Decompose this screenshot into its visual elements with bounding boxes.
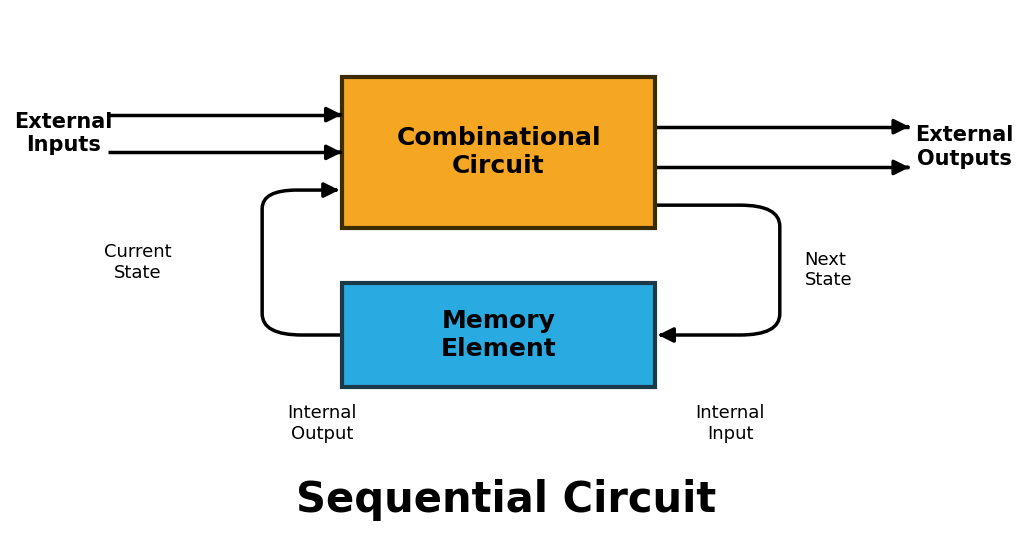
Text: Current
State: Current State	[103, 243, 172, 282]
FancyBboxPatch shape	[342, 284, 655, 387]
Text: External
Outputs: External Outputs	[914, 126, 1013, 169]
Text: External
Inputs: External Inputs	[14, 112, 113, 155]
Text: Internal
Output: Internal Output	[287, 404, 356, 443]
Text: Memory
Element: Memory Element	[440, 309, 556, 361]
Text: Sequential Circuit: Sequential Circuit	[296, 479, 716, 522]
FancyBboxPatch shape	[342, 77, 655, 228]
Text: Next
State: Next State	[805, 251, 852, 289]
Text: Internal
Input: Internal Input	[695, 404, 765, 443]
Text: Combinational
Circuit: Combinational Circuit	[396, 126, 601, 178]
